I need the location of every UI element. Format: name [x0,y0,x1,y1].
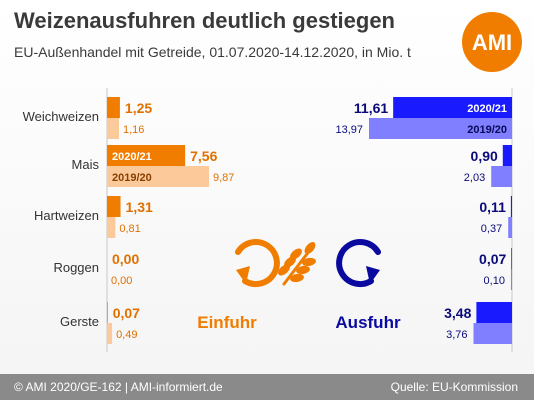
export-panel-caption: Ausfuhr [335,313,401,332]
category-label-0: Weichweizen [23,109,99,124]
category-label-3: Roggen [53,260,99,275]
wheat-stem-icon [282,248,312,286]
export-value-label-2020-0: 11,61 [354,100,388,116]
ami-logo-text: AMI [472,30,512,55]
chart-title: Weizenausfuhren deutlich gestiegen [14,8,395,33]
import-bar-2019-20-1 [107,166,209,187]
import-arrow-icon [235,239,280,288]
export-bar-2020-21-0 [393,97,512,118]
import-value-label-2020-3: 0,00 [112,251,139,267]
import-bar-2020-21-2 [107,196,121,217]
import-panel-caption: Einfuhr [197,313,257,332]
export-value-label-2019-3: 0,10 [484,275,505,287]
wheat-grain-icon-b0 [290,273,304,283]
export-arrow-icon [336,239,381,288]
export-series-label-0: 2020/21 [467,103,507,115]
category-label-1: Mais [72,157,100,172]
export-bar-2019-20-0 [369,118,512,139]
wheat-top-grain-icon [304,242,316,254]
import-series-label-0: 2020/21 [112,151,152,163]
export-bar-2020-21-4 [476,302,512,323]
import-value-label-2020-4: 0,07 [113,305,140,321]
import-value-label-2019-1: 9,87 [213,172,234,184]
export-bar-2019-20-2 [508,217,512,238]
export-bar-2019-20-3 [510,269,512,290]
export-value-label-2019-4: 3,76 [446,329,467,341]
import-arrow-head-icon [236,266,250,284]
wheat-grain-icon-a2 [290,248,302,260]
wheat-grain-icon-b2 [302,257,316,267]
ami-logo: AMI [462,12,522,72]
export-bar-2019-20-1 [491,166,512,187]
footer-copyright: © AMI 2020/GE-162 | AMI-informiert.de [14,380,223,394]
import-series-label-1: 2019/20 [112,172,152,184]
category-label-2: Hartweizen [34,208,99,223]
chart-subtitle: EU-Außenhandel mit Getreide, 01.07.2020-… [14,44,411,60]
export-value-label-2020-4: 3,48 [444,305,471,321]
wheat-grain-icon-b1 [296,265,310,275]
footer-bar: © AMI 2020/GE-162 | AMI-informiert.de Qu… [0,374,534,400]
import-value-label-2020-0: 1,25 [125,100,152,116]
export-bar-2020-21-1 [502,145,512,166]
footer-source: Quelle: EU-Kommission [390,380,518,394]
export-value-label-2020-2: 0,11 [479,199,506,215]
import-value-label-2019-3: 0,00 [111,275,132,287]
export-bar-2020-21-2 [510,196,512,217]
export-series-label-1: 2019/20 [467,124,507,136]
export-bar-2019-20-4 [473,323,512,344]
export-value-label-2020-3: 0,07 [479,251,506,267]
import-value-label-2020-2: 1,31 [126,199,153,215]
import-value-label-2019-0: 1,16 [123,124,144,136]
import-bar-2020-21-0 [107,97,120,118]
export-value-label-2019-2: 0,37 [481,223,502,235]
import-bar-2019-20-0 [107,118,119,139]
import-value-label-2019-4: 0,49 [116,329,137,341]
export-value-label-2019-1: 2,03 [464,172,485,184]
import-bar-2020-21-4 [107,302,108,323]
import-value-label-2019-2: 0,81 [119,223,140,235]
export-value-label-2019-0: 13,97 [335,124,363,136]
import-value-label-2020-1: 7,56 [190,148,217,164]
export-arrow-head-icon [366,266,380,284]
export-bar-2020-21-3 [511,248,512,269]
export-value-label-2020-1: 0,90 [471,148,498,164]
category-label-4: Gerste [60,314,99,329]
import-bar-2019-20-2 [107,217,116,238]
import-bar-2019-20-4 [107,323,113,344]
chart-area: Weichweizen Mais Hartweizen Roggen Gerste 1,2… [23,88,513,352]
import-bar-2020-21-1 [107,145,186,166]
